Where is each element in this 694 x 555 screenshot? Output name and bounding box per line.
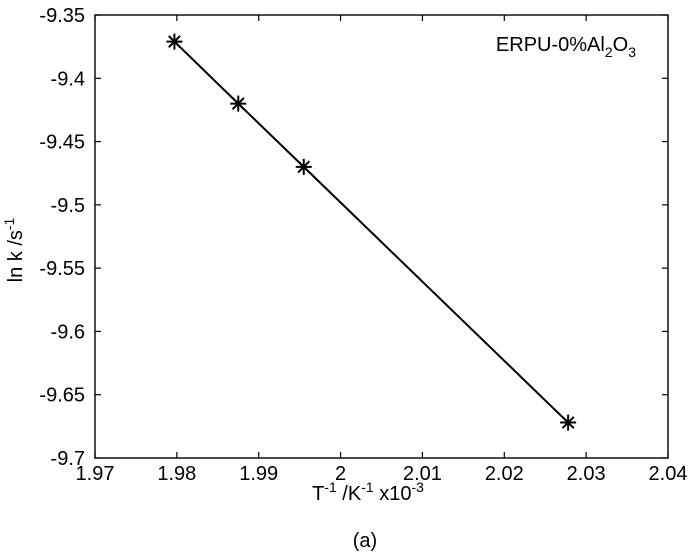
x-title-sup3: -3 bbox=[411, 479, 424, 495]
data-point-marker bbox=[295, 158, 312, 175]
y-tick-label: -9.5 bbox=[51, 195, 85, 217]
panel-caption: (a) bbox=[353, 530, 377, 552]
data-point-marker bbox=[230, 95, 247, 112]
x-title-k: /K bbox=[337, 483, 362, 505]
x-tick-label: 2.01 bbox=[403, 463, 442, 485]
y-tick-label: -9.6 bbox=[51, 321, 85, 343]
x-tick-label: 2.02 bbox=[485, 463, 524, 485]
y-tick-label: -9.35 bbox=[39, 5, 85, 27]
y-tick-label: -9.65 bbox=[39, 385, 85, 407]
x-tick-label: 1.98 bbox=[157, 463, 196, 485]
x-tick-label: 1.97 bbox=[76, 463, 115, 485]
y-tick-label: -9.45 bbox=[39, 132, 85, 154]
plot-series bbox=[166, 33, 577, 431]
legend-label: ERPU-0%Al2O3 bbox=[496, 34, 636, 60]
data-point-marker bbox=[560, 414, 577, 431]
x-title-scale: x10 bbox=[374, 483, 412, 505]
x-axis-ticks: 1.97 1.98 1.99 2 2.01 2.02 2.03 2.04 bbox=[76, 15, 688, 485]
series-line bbox=[173, 40, 569, 424]
x-title-t: T bbox=[312, 483, 324, 505]
y-tick-label: -9.4 bbox=[51, 68, 85, 90]
legend-sub-2: 2 bbox=[605, 44, 613, 60]
data-point-marker bbox=[166, 33, 183, 50]
x-tick-label: 2.03 bbox=[567, 463, 606, 485]
x-tick-label: 1.99 bbox=[239, 463, 278, 485]
legend-sub-3: 3 bbox=[628, 44, 636, 60]
y-axis-title: ln k /s-1 bbox=[1, 217, 27, 282]
x-axis-title: T-1 /K-1 x10-3 bbox=[312, 479, 424, 505]
x-tick-label: 2 bbox=[335, 463, 346, 485]
y-tick-label: -9.7 bbox=[51, 448, 85, 470]
y-title-main: ln k /s bbox=[5, 230, 27, 282]
y-axis-ticks: -9.35 -9.4 -9.45 -9.5 -9.55 -9.6 -9.65 -9.7 bbox=[39, 5, 668, 470]
y-tick-label: -9.55 bbox=[39, 258, 85, 280]
x-title-sup1: -1 bbox=[324, 479, 337, 495]
y-title-sup: -1 bbox=[1, 217, 17, 230]
x-tick-label: 2.04 bbox=[649, 463, 688, 485]
x-title-sup2: -1 bbox=[361, 479, 374, 495]
plot-frame bbox=[94, 14, 669, 459]
legend-main: ERPU-0%Al bbox=[496, 34, 605, 56]
legend-o: O bbox=[613, 34, 629, 56]
